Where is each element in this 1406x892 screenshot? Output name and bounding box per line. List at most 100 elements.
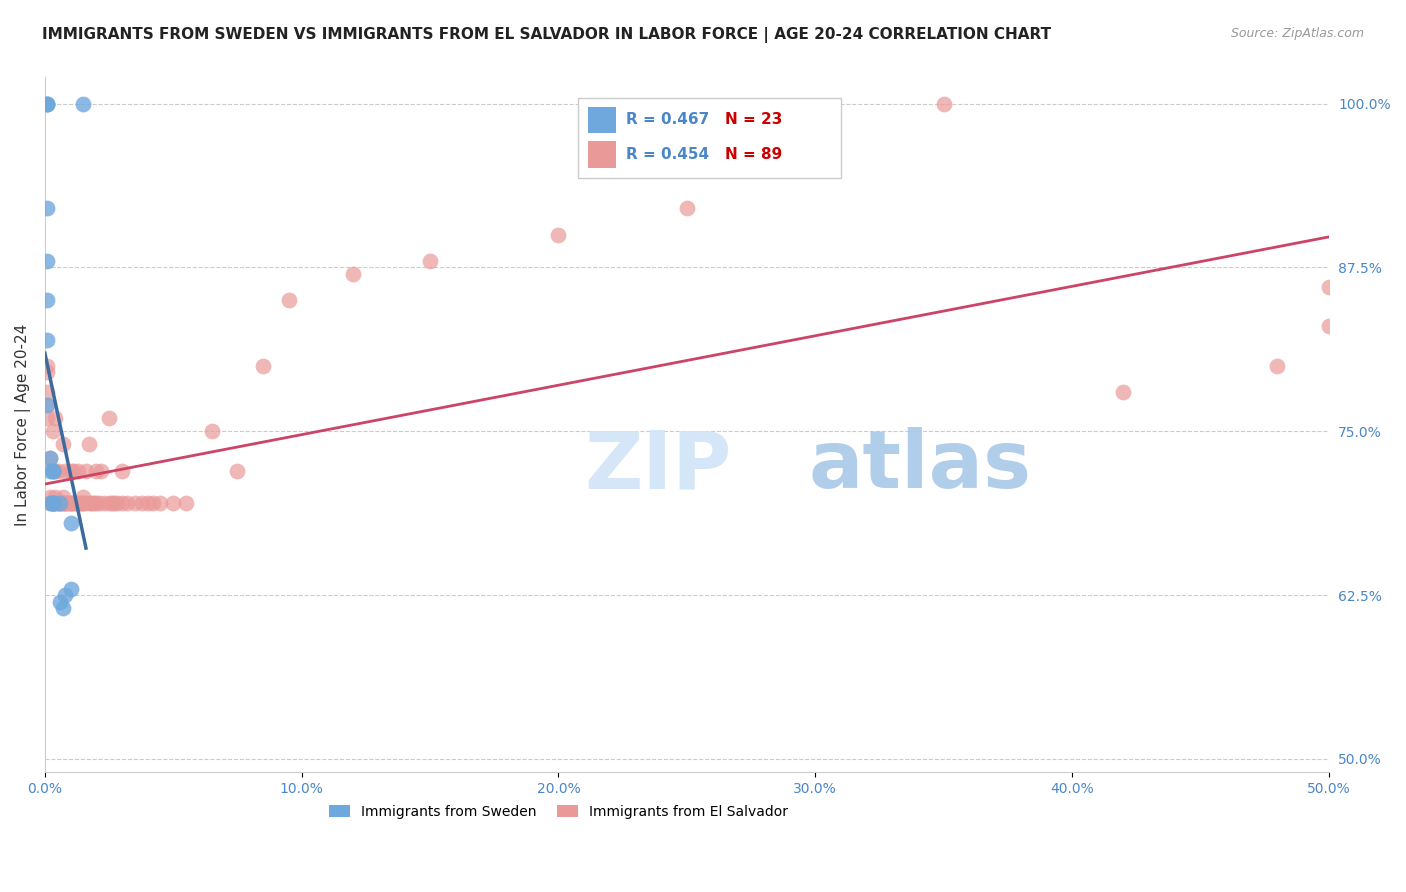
Point [44, 496, 66, 510]
Point [49, 496, 72, 510]
Y-axis label: In Labor Force | Age 20-24: In Labor Force | Age 20-24 [15, 324, 31, 526]
Point [90, 464, 112, 478]
Point [59, 464, 82, 478]
Point [72, 496, 94, 510]
Point [226, 464, 249, 478]
Point [37, 202, 59, 216]
Point [65, 496, 87, 510]
Point [37, 96, 59, 111]
Point [37, 293, 59, 308]
Point [131, 496, 153, 510]
Point [55, 496, 77, 510]
Point [37, 398, 59, 412]
Text: atlas: atlas [808, 427, 1032, 506]
Point [67, 464, 90, 478]
Point [37, 359, 59, 373]
FancyBboxPatch shape [578, 98, 841, 178]
Point [252, 359, 274, 373]
Point [46, 496, 69, 510]
Point [59, 582, 82, 596]
Point [69, 496, 91, 510]
Point [41, 464, 63, 478]
Point [547, 227, 569, 242]
Point [201, 425, 224, 439]
Point [52, 496, 75, 510]
Point [72, 490, 94, 504]
Point [37, 333, 59, 347]
Point [39, 450, 62, 465]
Point [174, 496, 197, 510]
Point [342, 267, 364, 281]
Point [49, 595, 72, 609]
Point [39, 496, 62, 510]
Point [84, 496, 107, 510]
Point [41, 464, 63, 478]
Point [59, 496, 82, 510]
Point [44, 496, 66, 510]
Text: N = 23: N = 23 [725, 112, 783, 128]
Point [69, 496, 91, 510]
Point [149, 496, 172, 510]
Point [115, 496, 138, 510]
Point [62, 464, 84, 478]
Point [83, 496, 105, 510]
Text: Source: ZipAtlas.com: Source: ZipAtlas.com [1230, 27, 1364, 40]
Point [49, 496, 72, 510]
Point [1112, 384, 1135, 399]
Text: R = 0.467: R = 0.467 [627, 112, 710, 128]
Point [56, 496, 79, 510]
Point [277, 293, 299, 308]
Point [52, 601, 75, 615]
Point [77, 437, 100, 451]
Point [59, 496, 82, 510]
Point [39, 490, 62, 504]
Text: IMMIGRANTS FROM SWEDEN VS IMMIGRANTS FROM EL SALVADOR IN LABOR FORCE | AGE 20-24: IMMIGRANTS FROM SWEDEN VS IMMIGRANTS FRO… [42, 27, 1052, 43]
Point [39, 450, 62, 465]
Point [46, 496, 69, 510]
Point [37, 254, 59, 268]
Text: R = 0.454: R = 0.454 [627, 147, 710, 162]
FancyBboxPatch shape [588, 107, 616, 133]
Point [44, 411, 66, 425]
Legend: Immigrants from Sweden, Immigrants from El Salvador: Immigrants from Sweden, Immigrants from … [323, 799, 793, 824]
Point [142, 496, 165, 510]
Point [44, 490, 66, 504]
Point [37, 398, 59, 412]
FancyBboxPatch shape [588, 141, 616, 168]
Point [55, 496, 77, 510]
Point [67, 496, 90, 510]
Point [41, 496, 63, 510]
Point [39, 464, 62, 478]
Point [72, 496, 94, 510]
Point [98, 411, 121, 425]
Point [75, 496, 97, 510]
Point [46, 496, 69, 510]
Point [41, 496, 63, 510]
Point [1265, 359, 1288, 373]
Point [75, 464, 97, 478]
Point [65, 496, 87, 510]
Text: ZIP: ZIP [583, 427, 731, 506]
Point [84, 464, 107, 478]
Point [49, 496, 72, 510]
Point [46, 464, 69, 478]
Point [41, 496, 63, 510]
Point [59, 496, 82, 510]
Point [44, 464, 66, 478]
Point [87, 496, 110, 510]
Point [41, 496, 63, 510]
Point [41, 496, 63, 510]
Point [55, 496, 77, 510]
Point [55, 464, 77, 478]
Point [675, 202, 697, 216]
Point [93, 496, 115, 510]
Point [37, 96, 59, 111]
Point [111, 464, 134, 478]
Point [103, 496, 125, 510]
Point [52, 496, 75, 510]
Point [124, 496, 146, 510]
Point [98, 496, 121, 510]
Point [419, 254, 441, 268]
Text: N = 89: N = 89 [725, 147, 783, 162]
Point [39, 496, 62, 510]
